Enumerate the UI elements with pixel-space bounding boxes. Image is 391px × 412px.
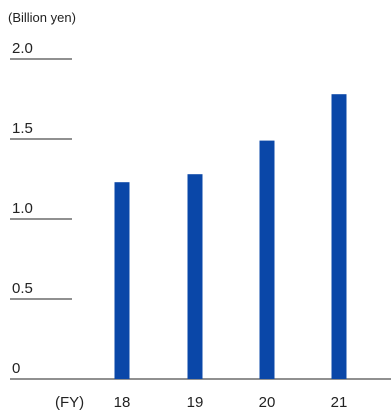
unit-label: (Billion yen) (8, 10, 76, 25)
bar-fy19 (187, 174, 203, 379)
y-axis: 0 0.5 1.0 1.5 2.0 (10, 40, 72, 377)
y-tick-label: 2.0 (12, 40, 33, 57)
y-tick-label: 1.0 (12, 200, 33, 217)
y-tick-label: 1.5 (12, 120, 33, 137)
y-tick-label: 0 (12, 360, 20, 377)
x-tick-label: 18 (114, 394, 131, 411)
bar-fy20 (259, 140, 275, 379)
x-tick-label: 21 (331, 394, 348, 411)
bar-fy21 (331, 94, 347, 379)
y-tick-label: 0.5 (12, 280, 33, 297)
x-tick-label: 20 (259, 394, 276, 411)
x-tick-label: 19 (187, 394, 204, 411)
x-axis-unit-label: (FY) (55, 394, 84, 411)
bar-fy18 (114, 182, 130, 379)
x-axis-ticks: 18 19 20 21 (114, 394, 348, 411)
bars (114, 94, 347, 379)
